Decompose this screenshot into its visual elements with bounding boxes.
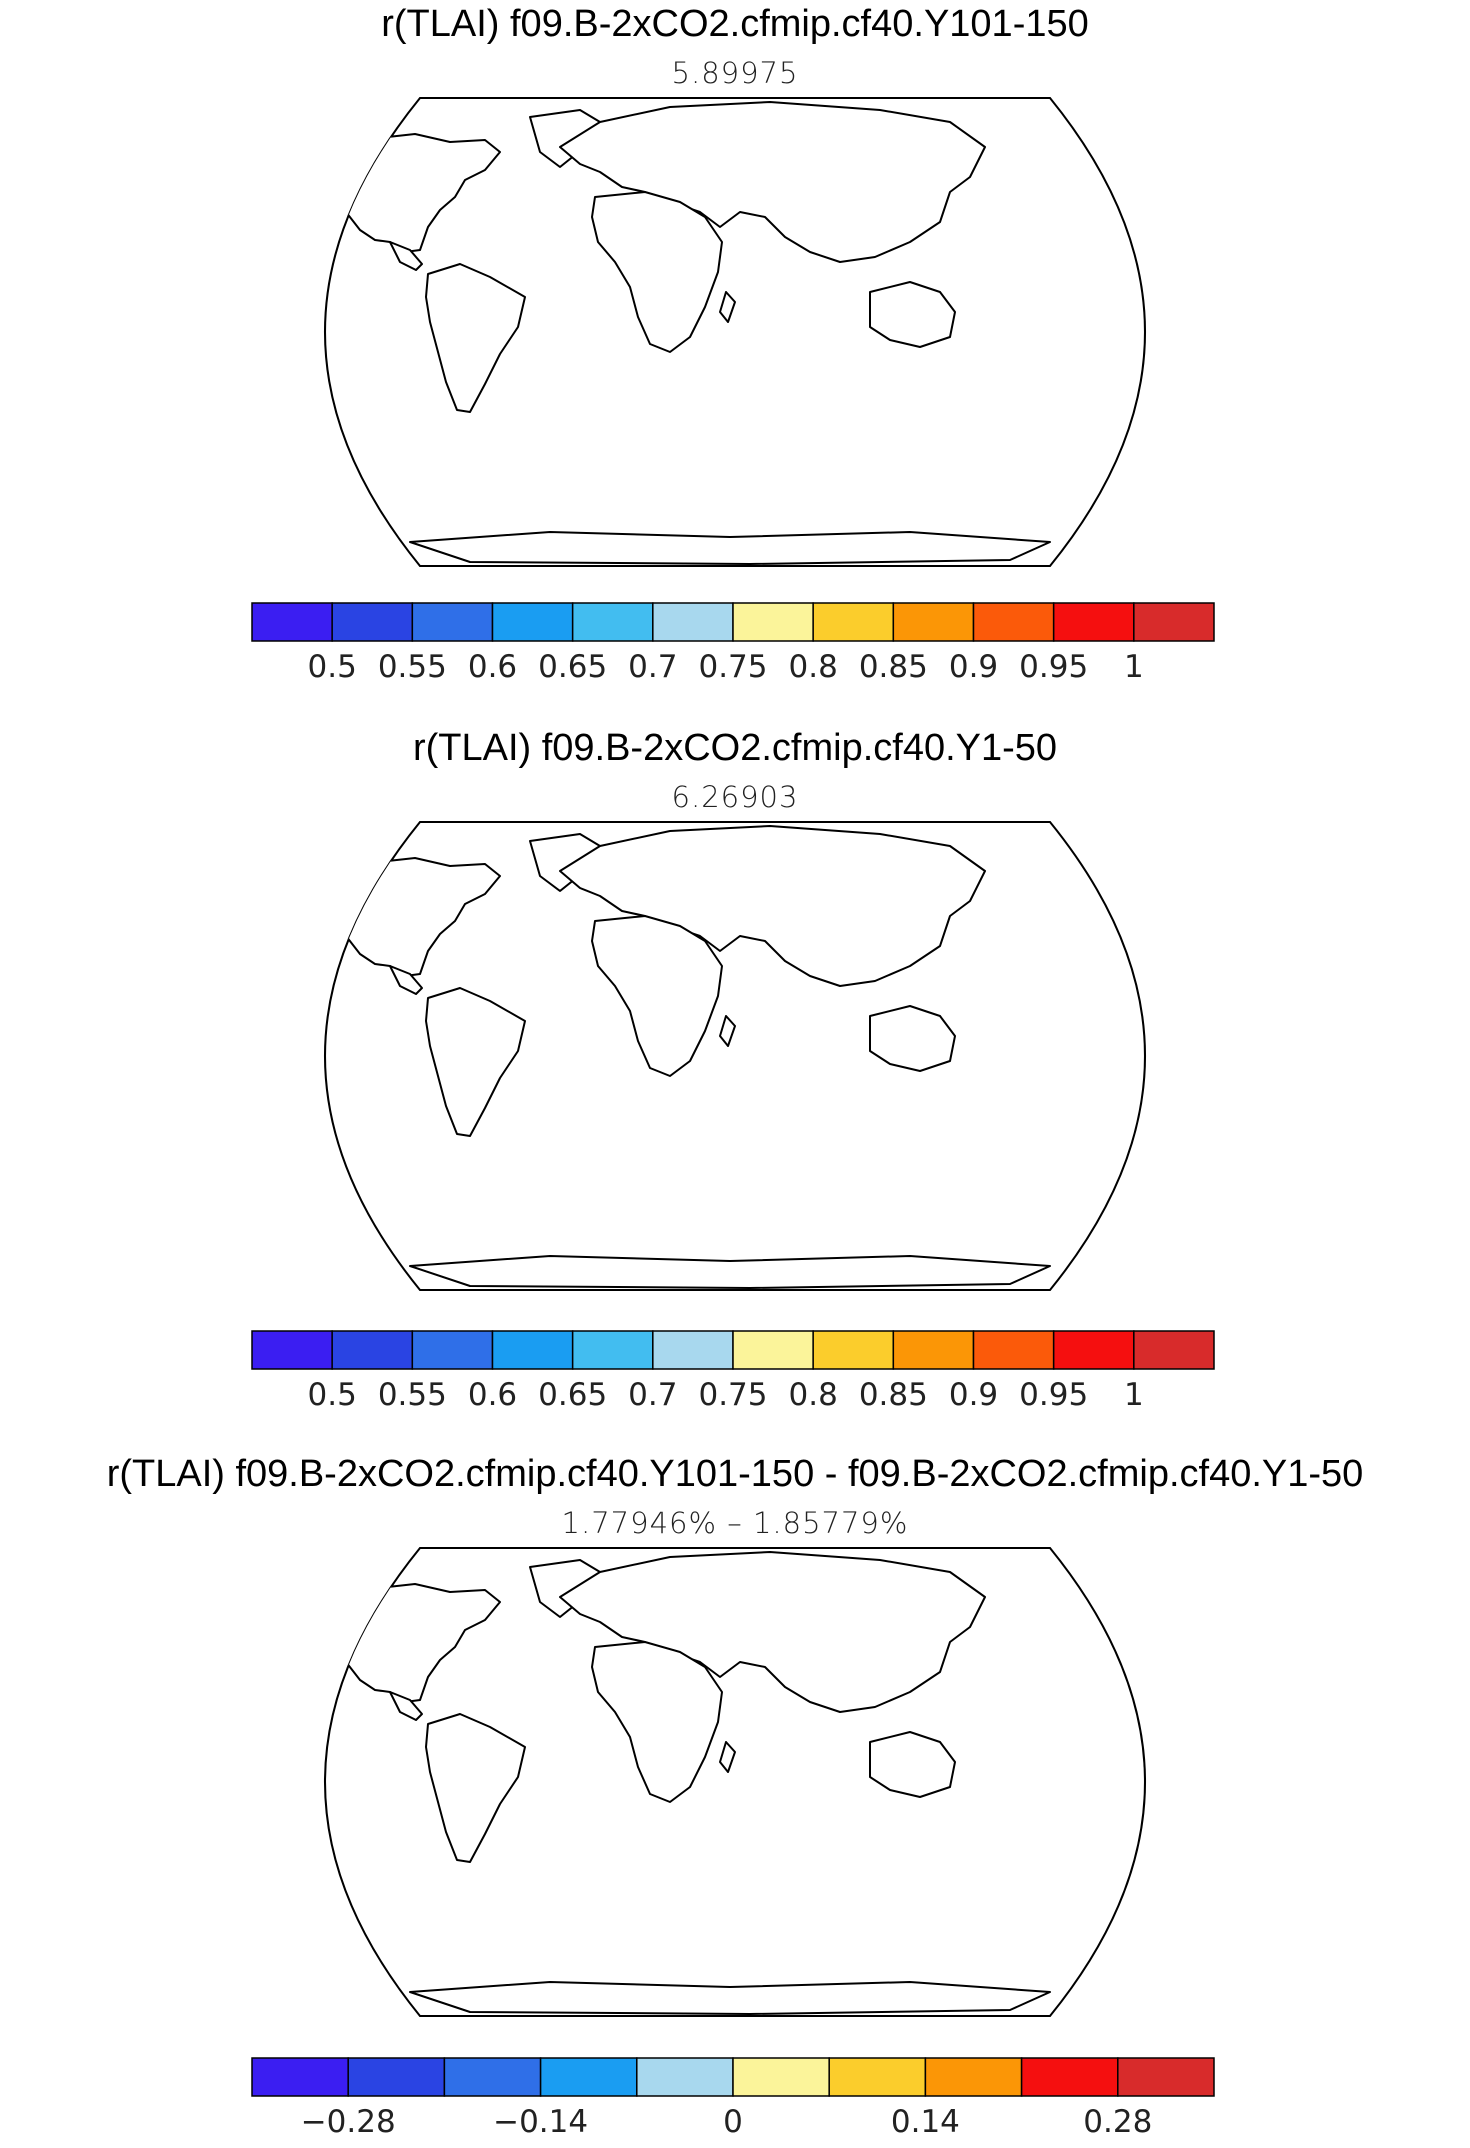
world-map [324, 1547, 1146, 2017]
colorbar-tick-label: 0.9 [949, 1377, 998, 1413]
colorbar-box [251, 602, 333, 642]
colorbar-tick-label: 0.8 [789, 649, 838, 685]
colorbar-box [331, 1330, 414, 1370]
colorbar-box [924, 2057, 1023, 2097]
map-subtitle: 6.26903 [671, 780, 799, 814]
central-america-outline [389, 1691, 423, 1721]
madagascar-outline [719, 1741, 736, 1773]
colorbar-box [1020, 2057, 1119, 2097]
colorbar-box [732, 2057, 830, 2097]
colorbar-box [491, 1330, 574, 1370]
colorbar-tick-label: 0.5 [308, 1377, 357, 1413]
colorbar-tick-label: −0.28 [301, 2104, 396, 2140]
africa-outline [591, 915, 723, 1077]
map-title: r(TLAI) f09.B-2xCO2.cfmip.cf40.Y101-150 … [106, 1453, 1364, 1495]
colorbar-box [972, 602, 1055, 642]
africa-outline [591, 1641, 723, 1803]
colorbar-tick-label: 1 [1124, 1377, 1144, 1413]
colorbar-box [251, 1330, 333, 1370]
colorbar-tick-label: 0.55 [378, 649, 447, 685]
map-title: r(TLAI) f09.B-2xCO2.cfmip.cf40.Y101-150 [381, 3, 1089, 45]
colorbar-box [828, 2057, 927, 2097]
colorbar-box [1052, 602, 1135, 642]
colorbar-box [1117, 2057, 1215, 2097]
colorbar-tick-label: 0.5 [308, 649, 357, 685]
colorbar-tick-label: 0.7 [628, 1377, 677, 1413]
colorbar-tick-label: 0.95 [1019, 649, 1088, 685]
colorbar-box [732, 602, 814, 642]
south-america-outline [425, 987, 526, 1137]
australia-outline [869, 1731, 956, 1798]
colorbar-tick-label: 0.6 [468, 649, 517, 685]
land-layer [325, 1551, 1051, 2015]
colorbar-tick-label: 0.7 [628, 649, 677, 685]
colorbar-tick-label: 0.28 [1083, 2104, 1152, 2140]
colorbar-box [1133, 602, 1215, 642]
colorbar-box [347, 2057, 446, 2097]
antarctica-outline [409, 1255, 1051, 1289]
colorbar-box [1052, 1330, 1135, 1370]
colorbar-tick-label: 0.9 [949, 649, 998, 685]
world-map [324, 821, 1146, 1291]
colorbar-box [732, 1330, 814, 1370]
world-map [324, 97, 1146, 567]
colorbar-box [652, 1330, 734, 1370]
colorbar-box [443, 2057, 542, 2097]
antarctica-outline [409, 1981, 1051, 2015]
colorbar-box [539, 2057, 638, 2097]
colorbar-box [892, 602, 975, 642]
colorbar-box [331, 602, 414, 642]
australia-outline [869, 281, 956, 348]
colorbar-tick-label: 0.8 [789, 1377, 838, 1413]
colorbar-tick-label: 0.95 [1019, 1377, 1088, 1413]
map-subtitle: 5.89975 [671, 56, 799, 90]
colorbar-box [411, 602, 494, 642]
antarctica-outline [409, 531, 1051, 565]
colorbar-box [892, 1330, 975, 1370]
central-america-outline [389, 241, 423, 271]
map-subtitle: 1.77946% – 1.85779% [561, 1506, 909, 1540]
colorbar-box [636, 2057, 734, 2097]
south-america-outline [425, 263, 526, 413]
colorbar-tick-label: −0.14 [493, 2104, 588, 2140]
colorbar-tick-label: 0.75 [698, 1377, 767, 1413]
colorbar-box [571, 602, 654, 642]
colorbar: 0.5 0.55 0.6 0.65 0.7 0.75 0.8 0.85 0.9 0.95 1 [251, 602, 1215, 685]
colorbar: 0.5 0.55 0.6 0.65 0.7 0.75 0.8 0.85 0.9 0.95 1 [251, 1330, 1215, 1413]
colorbar-tick-label: 0.65 [538, 1377, 607, 1413]
colorbar-box [812, 602, 895, 642]
colorbar-tick-label: 0.85 [859, 649, 928, 685]
colorbar-tick-label: 0.14 [891, 2104, 960, 2140]
colorbar-box [652, 602, 734, 642]
madagascar-outline [719, 291, 736, 323]
central-america-outline [389, 965, 423, 995]
south-america-outline [425, 1713, 526, 1863]
colorbar-tick-label: 1 [1124, 649, 1144, 685]
colorbar-box [411, 1330, 494, 1370]
land-layer [325, 825, 1051, 1289]
map-title: r(TLAI) f09.B-2xCO2.cfmip.cf40.Y1-50 [412, 727, 1058, 769]
colorbar-tick-label: 0.85 [859, 1377, 928, 1413]
colorbar-tick-label: 0 [723, 2104, 743, 2140]
colorbar-box [251, 2057, 349, 2097]
africa-outline [591, 191, 723, 353]
colorbar-tick-label: 0.75 [698, 649, 767, 685]
land-layer [325, 101, 1051, 565]
colorbar: −0.28 −0.14 0 0.14 0.28 [251, 2057, 1215, 2140]
colorbar-box [571, 1330, 654, 1370]
colorbar-tick-label: 0.6 [468, 1377, 517, 1413]
colorbar-box [1133, 1330, 1215, 1370]
australia-outline [869, 1005, 956, 1072]
colorbar-tick-label: 0.65 [538, 649, 607, 685]
colorbar-tick-label: 0.55 [378, 1377, 447, 1413]
madagascar-outline [719, 1015, 736, 1047]
colorbar-box [812, 1330, 895, 1370]
colorbar-box [972, 1330, 1055, 1370]
colorbar-box [491, 602, 574, 642]
